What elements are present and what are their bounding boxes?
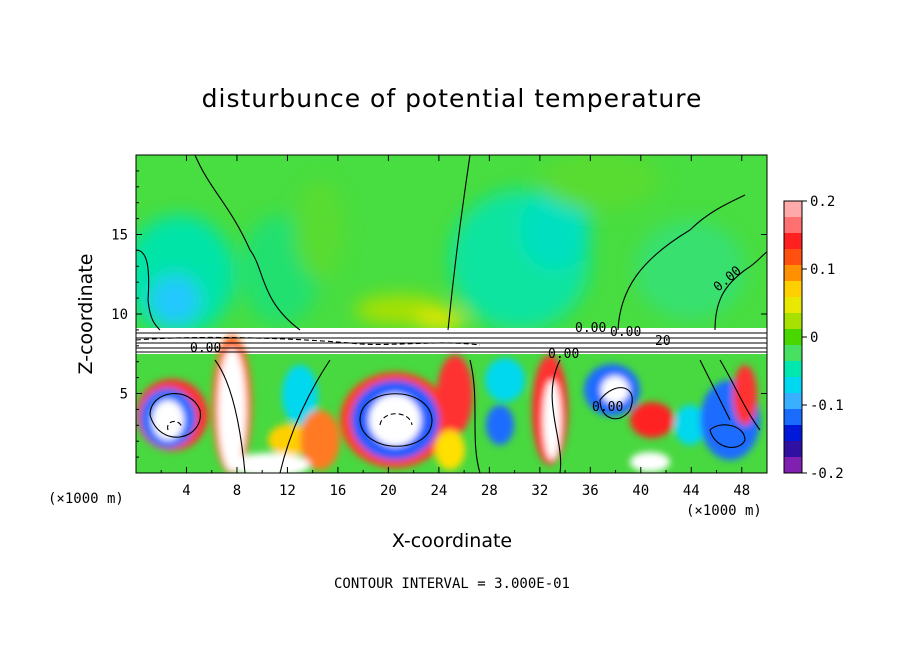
heatmap-field <box>136 155 767 473</box>
field-patch <box>520 190 590 270</box>
colorbar-tick-label: 0.2 <box>810 194 835 210</box>
x-axis: 4 8 12 16 20 24 28 32 36 40 44 48 <box>160 155 750 499</box>
contour-line <box>194 155 301 331</box>
contour-line <box>447 155 471 331</box>
field-patch <box>150 275 200 325</box>
field-upper-patches <box>136 155 745 335</box>
contour-label: 20 <box>655 334 671 349</box>
x-tick-label: 16 <box>329 483 346 499</box>
colorbar: 0.2 0.1 0 -0.1 -0.2 <box>783 194 844 482</box>
x-tick-label: 36 <box>582 483 599 499</box>
colorbar-tick-label: 0.1 <box>810 262 835 278</box>
x-tick-label: 44 <box>683 483 700 499</box>
field-patch <box>369 394 421 446</box>
colorbar-swatch <box>784 233 802 250</box>
x-tick-label: 4 <box>182 483 190 499</box>
contour-line <box>699 359 761 431</box>
colorbar-swatch <box>784 265 802 282</box>
colorbar-swatch <box>784 361 802 378</box>
contour-label: 0.00 <box>592 400 623 415</box>
y-axis: 5 10 15 <box>111 170 767 458</box>
field-patch <box>282 365 318 425</box>
field-patch <box>295 180 345 280</box>
colorbar-swatch <box>784 345 802 362</box>
contour-line <box>551 359 562 473</box>
field-patch <box>300 410 340 470</box>
x-tick-label: 40 <box>632 483 649 499</box>
field-patch <box>543 380 561 460</box>
y-tick-label: 5 <box>120 387 128 403</box>
contour-label: 0.00 <box>610 325 641 340</box>
contour-line <box>214 359 246 473</box>
x-unit-left: (×1000 m) <box>48 491 124 507</box>
y-tick-label: 15 <box>111 228 128 244</box>
colorbar-swatch <box>784 281 802 298</box>
colorbar-swatch <box>784 217 802 234</box>
colorbar-swatch <box>784 249 802 266</box>
field-patch <box>485 358 525 402</box>
contour-interval-note: CONTOUR INTERVAL = 3.000E-01 <box>333 576 570 592</box>
field-patch <box>152 400 184 440</box>
field-patch <box>230 453 310 473</box>
contour-line <box>709 424 746 448</box>
colorbar-swatch <box>784 409 802 426</box>
x-tick-label: 12 <box>279 483 296 499</box>
colorbar-swatch <box>784 393 802 410</box>
colorbar-swatch <box>784 377 802 394</box>
field-patch <box>630 402 674 438</box>
x-tick-label: 48 <box>733 483 750 499</box>
colorbar-swatch <box>784 329 802 346</box>
field-patch <box>486 405 514 445</box>
field-patch <box>635 220 745 320</box>
field-patch <box>601 376 629 404</box>
field-patch <box>218 348 246 472</box>
contour-line <box>617 194 746 331</box>
colorbar-swatch <box>784 313 802 330</box>
contour-line-dashed <box>136 336 481 346</box>
field-patch <box>435 430 465 470</box>
contour-line <box>714 251 767 331</box>
contour-label: 0.00 <box>575 321 606 336</box>
chart-title: disturbunce of potential temperature <box>201 84 703 113</box>
x-unit-right: (×1000 m) <box>686 503 762 519</box>
x-tick-label: 28 <box>481 483 498 499</box>
colorbar-tick-label: -0.1 <box>810 398 844 414</box>
x-tick-label: 32 <box>531 483 548 499</box>
contour-line <box>136 249 161 331</box>
contour-line <box>469 359 481 473</box>
colorbar-swatch <box>784 425 802 442</box>
contour-label: 0.00 <box>190 341 221 356</box>
colorbar-tick-label: 0 <box>810 330 818 346</box>
contour-line-dashed <box>379 413 413 426</box>
field-patch <box>674 405 706 445</box>
y-axis-label: Z-coordinate <box>75 254 97 375</box>
x-tick-label: 20 <box>380 483 397 499</box>
x-tick-label: 24 <box>430 483 447 499</box>
contour-label: 0.00 <box>548 347 579 362</box>
field-patch <box>733 365 757 425</box>
x-axis-label: X-coordinate <box>392 530 512 552</box>
colorbar-tick-label: -0.2 <box>810 466 844 482</box>
contour-line <box>599 387 633 420</box>
contour-line <box>149 393 201 438</box>
x-tick-label: 8 <box>233 483 241 499</box>
colorbar-swatch <box>784 457 802 474</box>
contour-line <box>279 359 331 473</box>
field-patch <box>437 355 473 435</box>
y-tick-label: 10 <box>111 307 128 323</box>
contour-line <box>359 393 433 447</box>
field-patch <box>540 155 660 210</box>
field-patch <box>415 310 465 330</box>
field-patch <box>630 452 670 472</box>
colorbar-swatch <box>784 201 802 218</box>
contour-lines <box>136 155 767 473</box>
colorbar-swatch <box>784 297 802 314</box>
colorbar-swatch <box>784 441 802 458</box>
contour-line-dashed <box>167 420 183 431</box>
